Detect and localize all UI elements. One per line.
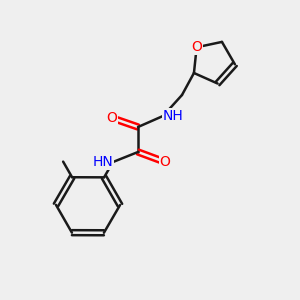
- Text: O: O: [191, 40, 202, 54]
- Text: O: O: [160, 155, 170, 169]
- Text: O: O: [106, 111, 117, 125]
- Text: NH: NH: [163, 109, 184, 123]
- Text: HN: HN: [92, 155, 113, 169]
